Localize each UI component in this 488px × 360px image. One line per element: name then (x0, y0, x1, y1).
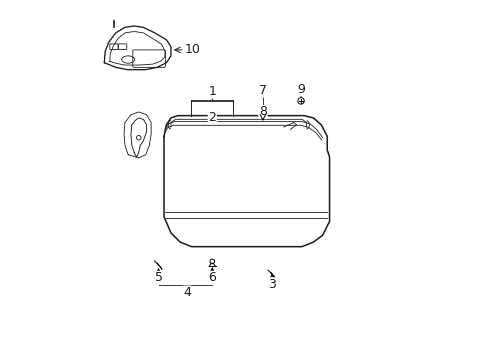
Text: 5: 5 (154, 271, 162, 284)
Text: 6: 6 (208, 271, 216, 284)
Text: 8: 8 (258, 105, 266, 118)
Text: 4: 4 (183, 286, 191, 299)
Text: 10: 10 (184, 44, 200, 57)
Text: 9: 9 (297, 83, 305, 96)
Text: 1: 1 (208, 85, 216, 98)
Text: 2: 2 (208, 111, 216, 123)
Text: 3: 3 (267, 278, 275, 291)
Text: 7: 7 (258, 84, 266, 97)
